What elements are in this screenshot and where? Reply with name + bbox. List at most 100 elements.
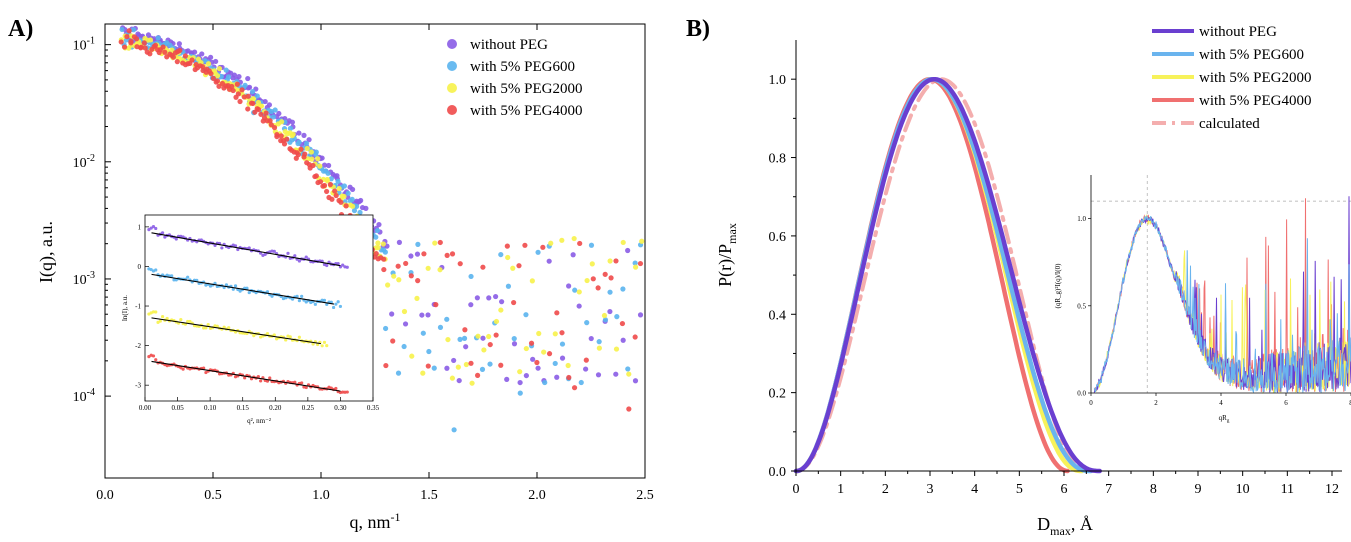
data-point	[315, 156, 320, 161]
data-point	[426, 349, 431, 354]
inset-x-tick-label: 6	[1284, 399, 1288, 407]
data-point	[162, 50, 167, 55]
data-point	[518, 391, 523, 396]
data-point	[390, 338, 395, 343]
data-point	[381, 257, 386, 262]
data-point	[358, 198, 363, 203]
inset-data-point	[186, 276, 189, 279]
data-point	[426, 363, 431, 368]
data-point	[235, 82, 240, 87]
data-point	[414, 296, 419, 301]
data-point	[530, 357, 535, 362]
data-point	[224, 68, 229, 73]
data-point	[626, 406, 631, 411]
x-tick-label: 8	[1150, 482, 1157, 497]
data-point	[589, 336, 594, 341]
data-point	[296, 152, 301, 157]
data-point	[579, 380, 584, 385]
data-point	[385, 282, 390, 287]
data-point	[409, 273, 414, 278]
inset-x-tick-label: 0.10	[204, 404, 217, 412]
data-point	[613, 372, 618, 377]
inset-data-point	[259, 379, 262, 382]
panel-b-x-label: Dmax, Å	[1037, 514, 1093, 537]
data-point	[325, 177, 330, 182]
legend-label: with 5% PEG600	[1199, 47, 1304, 63]
inset-data-point	[227, 326, 230, 329]
data-point	[444, 317, 449, 322]
inset-data-point	[346, 390, 349, 393]
data-point	[128, 39, 133, 44]
data-point	[577, 241, 582, 246]
data-point	[468, 361, 473, 366]
data-point	[523, 312, 528, 317]
pr-curve	[796, 79, 1091, 471]
inset-data-point	[182, 368, 185, 371]
data-point	[522, 243, 527, 248]
data-point	[468, 302, 473, 307]
data-point	[322, 183, 327, 188]
data-point	[572, 385, 577, 390]
inset-data-point	[321, 344, 324, 347]
data-point	[131, 27, 136, 32]
data-point	[469, 381, 474, 386]
inset-data-point	[334, 303, 337, 306]
inset-y-tick-label: 0.5	[1077, 302, 1086, 310]
data-point	[247, 85, 252, 90]
data-point	[463, 344, 468, 349]
data-point	[451, 358, 456, 363]
data-point	[403, 261, 408, 266]
data-point	[560, 356, 565, 361]
data-point	[524, 373, 529, 378]
data-point	[381, 241, 386, 246]
data-point	[510, 266, 515, 271]
inset-data-point	[286, 252, 289, 255]
data-point	[438, 240, 443, 245]
inset-data-point	[175, 237, 178, 240]
data-point	[583, 366, 588, 371]
inset-data-point	[337, 300, 340, 303]
data-point	[621, 240, 626, 245]
data-point	[256, 107, 261, 112]
inset-data-point	[161, 231, 164, 234]
inset-y-tick-label: 0.0	[1077, 390, 1086, 398]
data-point	[263, 99, 268, 104]
data-point	[134, 36, 139, 41]
data-point	[420, 371, 425, 376]
panel-b-inset-x-label: qRg	[1219, 414, 1230, 424]
data-point	[541, 349, 546, 354]
data-point	[639, 239, 644, 244]
data-point	[607, 309, 612, 314]
data-point	[559, 238, 564, 243]
y-tick-label: 0.2	[769, 387, 787, 402]
data-point	[596, 285, 601, 290]
data-point	[301, 133, 306, 138]
data-point	[415, 252, 420, 257]
data-point	[456, 365, 461, 370]
x-tick-label: 2.0	[528, 488, 546, 503]
data-point	[397, 240, 402, 245]
data-point	[243, 83, 248, 88]
data-point	[305, 146, 310, 151]
data-point	[279, 133, 284, 138]
data-point	[571, 252, 576, 257]
x-tick-label: 1	[837, 482, 844, 497]
inset-data-point	[179, 318, 182, 321]
data-point	[566, 375, 571, 380]
data-point	[607, 290, 612, 295]
legend-marker	[447, 39, 457, 49]
inset-data-point	[314, 303, 317, 306]
data-point	[175, 59, 180, 64]
data-point	[625, 366, 630, 371]
data-point	[309, 157, 314, 162]
data-point	[566, 363, 571, 368]
data-point	[494, 332, 499, 337]
data-point	[245, 76, 250, 81]
data-point	[437, 267, 442, 272]
x-tick-label: 7	[1105, 482, 1112, 497]
data-point	[535, 250, 540, 255]
data-point	[383, 250, 388, 255]
data-point	[444, 366, 449, 371]
data-point	[614, 346, 619, 351]
